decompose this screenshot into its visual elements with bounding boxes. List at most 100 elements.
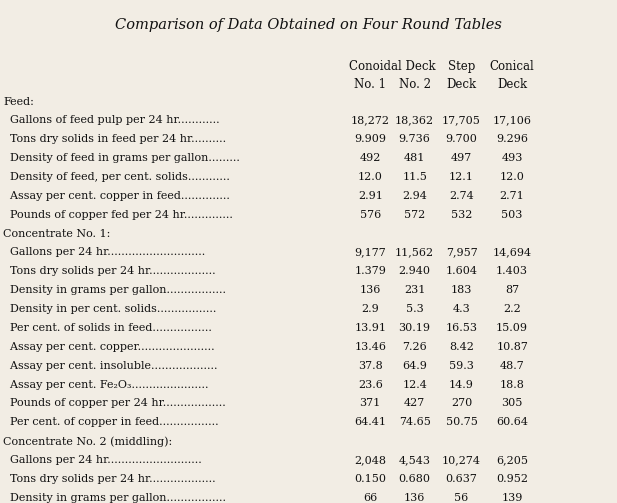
Text: Density in grams per gallon.................: Density in grams per gallon.............… bbox=[3, 285, 226, 295]
Text: 48.7: 48.7 bbox=[500, 361, 524, 371]
Text: 493: 493 bbox=[502, 153, 523, 163]
Text: 13.91: 13.91 bbox=[354, 323, 386, 333]
Text: 12.0: 12.0 bbox=[358, 172, 383, 182]
Text: Per cent. of solids in feed.................: Per cent. of solids in feed.............… bbox=[3, 323, 212, 333]
Text: Conoidal Deck: Conoidal Deck bbox=[349, 60, 436, 73]
Text: 427: 427 bbox=[404, 398, 425, 408]
Text: 2.74: 2.74 bbox=[449, 191, 474, 201]
Text: 136: 136 bbox=[360, 285, 381, 295]
Text: 14.9: 14.9 bbox=[449, 379, 474, 389]
Text: Density in grams per gallon.................: Density in grams per gallon.............… bbox=[3, 492, 226, 502]
Text: 30.19: 30.19 bbox=[399, 323, 431, 333]
Text: 0.680: 0.680 bbox=[399, 474, 431, 484]
Text: Deck: Deck bbox=[447, 78, 476, 91]
Text: 14,694: 14,694 bbox=[492, 247, 532, 258]
Text: 11.5: 11.5 bbox=[402, 172, 427, 182]
Text: 183: 183 bbox=[451, 285, 472, 295]
Text: 1.403: 1.403 bbox=[496, 267, 528, 276]
Text: 15.09: 15.09 bbox=[496, 323, 528, 333]
Text: Assay per cent. copper in feed..............: Assay per cent. copper in feed..........… bbox=[3, 191, 230, 201]
Text: 59.3: 59.3 bbox=[449, 361, 474, 371]
Text: 64.9: 64.9 bbox=[402, 361, 427, 371]
Text: 231: 231 bbox=[404, 285, 425, 295]
Text: 497: 497 bbox=[451, 153, 472, 163]
Text: No. 1: No. 1 bbox=[354, 78, 386, 91]
Text: Density in per cent. solids.................: Density in per cent. solids.............… bbox=[3, 304, 217, 314]
Text: 18.8: 18.8 bbox=[500, 379, 524, 389]
Text: 6,205: 6,205 bbox=[496, 455, 528, 465]
Text: Gallons of feed pulp per 24 hr............: Gallons of feed pulp per 24 hr..........… bbox=[3, 116, 220, 125]
Text: Concentrate No. 1:: Concentrate No. 1: bbox=[3, 228, 110, 238]
Text: 576: 576 bbox=[360, 210, 381, 220]
Text: 87: 87 bbox=[505, 285, 519, 295]
Text: 17,705: 17,705 bbox=[442, 116, 481, 125]
Text: 9.736: 9.736 bbox=[399, 134, 431, 144]
Text: 64.41: 64.41 bbox=[354, 417, 386, 427]
Text: 9.700: 9.700 bbox=[445, 134, 478, 144]
Text: 74.65: 74.65 bbox=[399, 417, 431, 427]
Text: 4.3: 4.3 bbox=[453, 304, 470, 314]
Text: 305: 305 bbox=[502, 398, 523, 408]
Text: 0.150: 0.150 bbox=[354, 474, 386, 484]
Text: 66: 66 bbox=[363, 492, 378, 502]
Text: 2.940: 2.940 bbox=[399, 267, 431, 276]
Text: Pounds of copper per 24 hr..................: Pounds of copper per 24 hr..............… bbox=[3, 398, 226, 408]
Text: 492: 492 bbox=[360, 153, 381, 163]
Text: 12.1: 12.1 bbox=[449, 172, 474, 182]
Text: 8.42: 8.42 bbox=[449, 342, 474, 352]
Text: Tons dry solids per 24 hr...................: Tons dry solids per 24 hr...............… bbox=[3, 474, 216, 484]
Text: 4,543: 4,543 bbox=[399, 455, 431, 465]
Text: Pounds of copper fed per 24 hr..............: Pounds of copper fed per 24 hr..........… bbox=[3, 210, 233, 220]
Text: 7,957: 7,957 bbox=[445, 247, 478, 258]
Text: Tons dry solids per 24 hr...................: Tons dry solids per 24 hr...............… bbox=[3, 267, 216, 276]
Text: 572: 572 bbox=[404, 210, 425, 220]
Text: 5.3: 5.3 bbox=[406, 304, 423, 314]
Text: 37.8: 37.8 bbox=[358, 361, 383, 371]
Text: 56: 56 bbox=[454, 492, 469, 502]
Text: 1.604: 1.604 bbox=[445, 267, 478, 276]
Text: 0.637: 0.637 bbox=[445, 474, 478, 484]
Text: Step: Step bbox=[448, 60, 475, 73]
Text: Comparison of Data Obtained on Four Round Tables: Comparison of Data Obtained on Four Roun… bbox=[115, 18, 502, 32]
Text: Gallons per 24 hr............................: Gallons per 24 hr.......................… bbox=[3, 247, 205, 258]
Text: 270: 270 bbox=[451, 398, 472, 408]
Text: 13.46: 13.46 bbox=[354, 342, 386, 352]
Text: 50.75: 50.75 bbox=[445, 417, 478, 427]
Text: 2,048: 2,048 bbox=[354, 455, 386, 465]
Text: 2.2: 2.2 bbox=[503, 304, 521, 314]
Text: 532: 532 bbox=[451, 210, 472, 220]
Text: 481: 481 bbox=[404, 153, 425, 163]
Text: Feed:: Feed: bbox=[3, 97, 34, 107]
Text: Assay per cent. insoluble...................: Assay per cent. insoluble...............… bbox=[3, 361, 218, 371]
Text: 2.91: 2.91 bbox=[358, 191, 383, 201]
Text: 139: 139 bbox=[502, 492, 523, 502]
Text: 2.94: 2.94 bbox=[402, 191, 427, 201]
Text: 18,272: 18,272 bbox=[350, 116, 390, 125]
Text: 0.952: 0.952 bbox=[496, 474, 528, 484]
Text: Tons dry solids in feed per 24 hr..........: Tons dry solids in feed per 24 hr.......… bbox=[3, 134, 226, 144]
Text: 503: 503 bbox=[502, 210, 523, 220]
Text: 18,362: 18,362 bbox=[395, 116, 434, 125]
Text: 12.4: 12.4 bbox=[402, 379, 427, 389]
Text: Conical: Conical bbox=[490, 60, 534, 73]
Text: 10.87: 10.87 bbox=[496, 342, 528, 352]
Text: 23.6: 23.6 bbox=[358, 379, 383, 389]
Text: No. 2: No. 2 bbox=[399, 78, 431, 91]
Text: 371: 371 bbox=[360, 398, 381, 408]
Text: Per cent. of copper in feed.................: Per cent. of copper in feed.............… bbox=[3, 417, 218, 427]
Text: Assay per cent. copper......................: Assay per cent. copper..................… bbox=[3, 342, 215, 352]
Text: 12.0: 12.0 bbox=[500, 172, 524, 182]
Text: 16.53: 16.53 bbox=[445, 323, 478, 333]
Text: 60.64: 60.64 bbox=[496, 417, 528, 427]
Text: 2.71: 2.71 bbox=[500, 191, 524, 201]
Text: 7.26: 7.26 bbox=[402, 342, 427, 352]
Text: 136: 136 bbox=[404, 492, 425, 502]
Text: Assay per cent. Fe₂O₃......................: Assay per cent. Fe₂O₃...................… bbox=[3, 379, 209, 389]
Text: 9.296: 9.296 bbox=[496, 134, 528, 144]
Text: 17,106: 17,106 bbox=[492, 116, 532, 125]
Text: 11,562: 11,562 bbox=[395, 247, 434, 258]
Text: 2.9: 2.9 bbox=[362, 304, 379, 314]
Text: 10,274: 10,274 bbox=[442, 455, 481, 465]
Text: Concentrate No. 2 (middling):: Concentrate No. 2 (middling): bbox=[3, 436, 172, 447]
Text: Deck: Deck bbox=[497, 78, 527, 91]
